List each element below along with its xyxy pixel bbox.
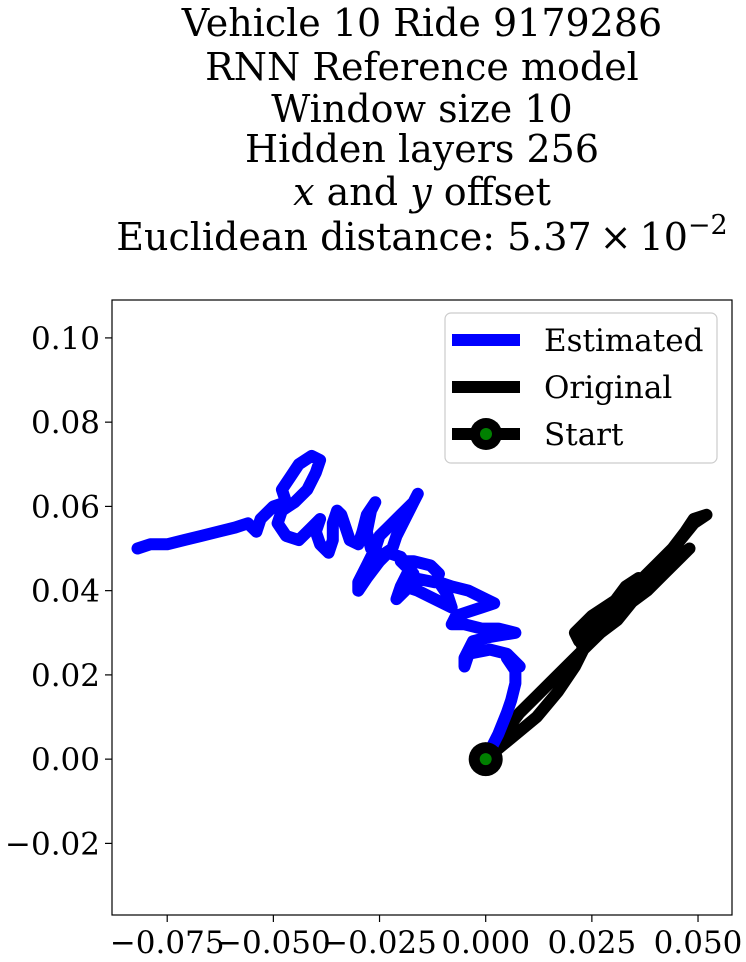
title-base: 10 bbox=[640, 215, 688, 259]
title-x-var: x bbox=[293, 170, 314, 214]
legend: Estimated Original Start bbox=[444, 312, 718, 464]
title-line-4: Hidden layers 256 bbox=[245, 127, 599, 171]
series-line-original bbox=[479, 508, 713, 766]
title-distance-prefix: Euclidean distance: 5.37 bbox=[116, 215, 591, 259]
x-tick-label: −0.075 bbox=[110, 925, 225, 961]
legend-original-label: Original bbox=[544, 370, 672, 406]
axis-ticks: −0.075−0.050−0.025 0.000 0.025 0.050 −0.02 0.… bbox=[5, 321, 742, 961]
x-tick-label: −0.025 bbox=[322, 925, 437, 961]
start-marker-center bbox=[479, 753, 492, 766]
y-tick-label: 0.08 bbox=[31, 405, 100, 441]
series-layer bbox=[131, 449, 713, 777]
title-exponent: −2 bbox=[688, 210, 728, 241]
legend-start-label: Start bbox=[544, 417, 624, 453]
chart-title: Vehicle 10 Ride 9179286 RNN Reference mo… bbox=[116, 1, 727, 259]
x-tick-label: 0.025 bbox=[547, 925, 636, 961]
title-line-2: RNN Reference model bbox=[205, 45, 639, 89]
plot-frame bbox=[111, 299, 733, 916]
series-line-estimated bbox=[131, 449, 526, 766]
title-line-1: Vehicle 10 Ride 9179286 bbox=[181, 1, 662, 45]
title-line-6: Euclidean distance: 5.37 × 10−2 bbox=[116, 210, 727, 259]
title-line-5: x and y offset bbox=[293, 170, 551, 214]
title-y-var: y bbox=[408, 170, 432, 214]
title-and: and bbox=[315, 170, 411, 214]
title-line-3: Window size 10 bbox=[271, 87, 572, 131]
y-tick-label: −0.02 bbox=[5, 826, 100, 862]
y-tick-label: 0.04 bbox=[31, 574, 100, 610]
legend-estimated-label: Estimated bbox=[544, 323, 703, 359]
y-tick-label: 0.06 bbox=[31, 489, 100, 525]
y-tick-label: 0.02 bbox=[31, 658, 100, 694]
legend-start-marker-center bbox=[480, 428, 492, 440]
legend-box bbox=[444, 312, 718, 464]
y-tick-label: 0.10 bbox=[31, 321, 100, 357]
title-offset-suffix: offset bbox=[432, 170, 551, 214]
title-times: × bbox=[600, 215, 632, 259]
y-tick-label: 0.00 bbox=[31, 742, 100, 778]
x-tick-label: 0.050 bbox=[654, 925, 743, 961]
x-tick-label: 0.000 bbox=[441, 925, 530, 961]
x-tick-label: −0.050 bbox=[216, 925, 331, 961]
